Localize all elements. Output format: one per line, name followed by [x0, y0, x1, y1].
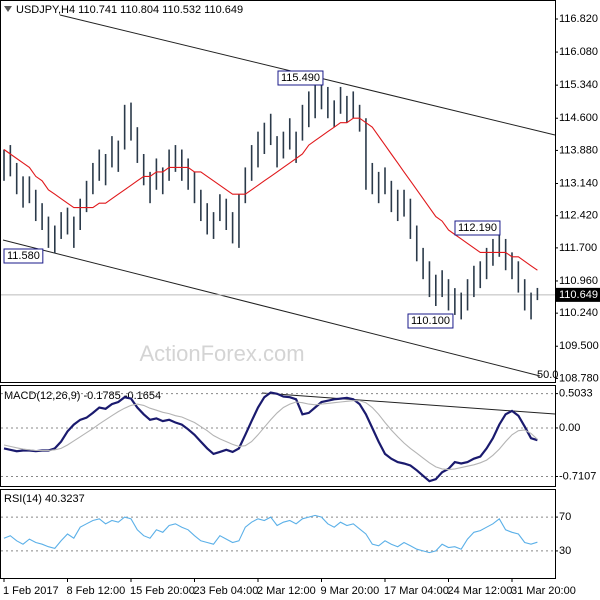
macd-title: MACD(12,26,9) -0.1785 -0.1654: [4, 390, 161, 402]
channel-lower: [2, 239, 541, 377]
y-tick-label: 110.240: [559, 307, 598, 319]
x-tick-label: 17 Mar 04:00: [384, 585, 449, 597]
y-tick-label: 108.780: [559, 372, 599, 384]
y-tick-label: 30: [559, 545, 571, 557]
price-title: USDJPY,H4 110.741 110.804 110.532 110.64…: [16, 4, 243, 16]
annotation: 11.580: [7, 250, 40, 262]
macd-panel: [0, 385, 556, 487]
x-tick-label: 31 Mar 20:00: [511, 585, 576, 597]
x-tick-label: 24 Mar 12:00: [448, 585, 513, 597]
annotation: 110.100: [411, 315, 450, 327]
line-series: [3, 400, 538, 471]
y-tick-label: 116.080: [559, 46, 598, 58]
annotation: 115.490: [281, 72, 320, 84]
annotation: 50.0: [537, 369, 558, 381]
x-tick-label: 23 Feb 04:00: [194, 585, 259, 597]
y-tick-label: 109.500: [559, 340, 599, 352]
x-tick-label: 2 Mar 12:00: [257, 585, 316, 597]
y-tick-label: 115.340: [559, 79, 598, 91]
menu-icon: [4, 6, 12, 12]
annotation-box: [407, 313, 454, 329]
y-tick-label: 111.700: [559, 242, 597, 254]
annotation-box: [3, 248, 44, 264]
y-tick-label: 113.880: [559, 144, 598, 156]
line-series: [3, 514, 538, 554]
watermark: ActionForex.com: [139, 341, 304, 366]
y-tick-label: 112.420: [559, 210, 598, 222]
last-price-label: 110.649: [559, 289, 598, 301]
macd-trendline: [261, 392, 556, 415]
y-tick-label: 113.140: [559, 177, 598, 189]
y-tick-label: 70: [559, 511, 571, 523]
line-series: [3, 391, 538, 483]
y-tick-label: 114.600: [559, 112, 598, 124]
y-tick-label: 0.00: [559, 422, 580, 434]
y-tick-label: 110.960: [559, 275, 598, 287]
x-tick-label: 8 Feb 12:00: [67, 585, 126, 597]
rsi-panel: [0, 489, 556, 579]
last-price-box: [556, 287, 600, 302]
y-tick-label: -0.7107: [559, 470, 596, 482]
x-tick-label: 15 Feb 20:00: [130, 585, 195, 597]
annotation: 112.190: [458, 222, 497, 234]
x-tick-label: 9 Mar 20:00: [321, 585, 380, 597]
annotation-box: [277, 70, 324, 86]
price-panel: [0, 0, 556, 383]
line-series: [3, 117, 538, 271]
y-tick-label: 116.820: [559, 13, 598, 25]
rsi-title: RSI(14) 40.3237: [4, 493, 85, 505]
annotation-box: [454, 220, 501, 236]
y-tick-label: 0.5033: [559, 388, 593, 400]
x-tick-label: 1 Feb 2017: [3, 585, 59, 597]
